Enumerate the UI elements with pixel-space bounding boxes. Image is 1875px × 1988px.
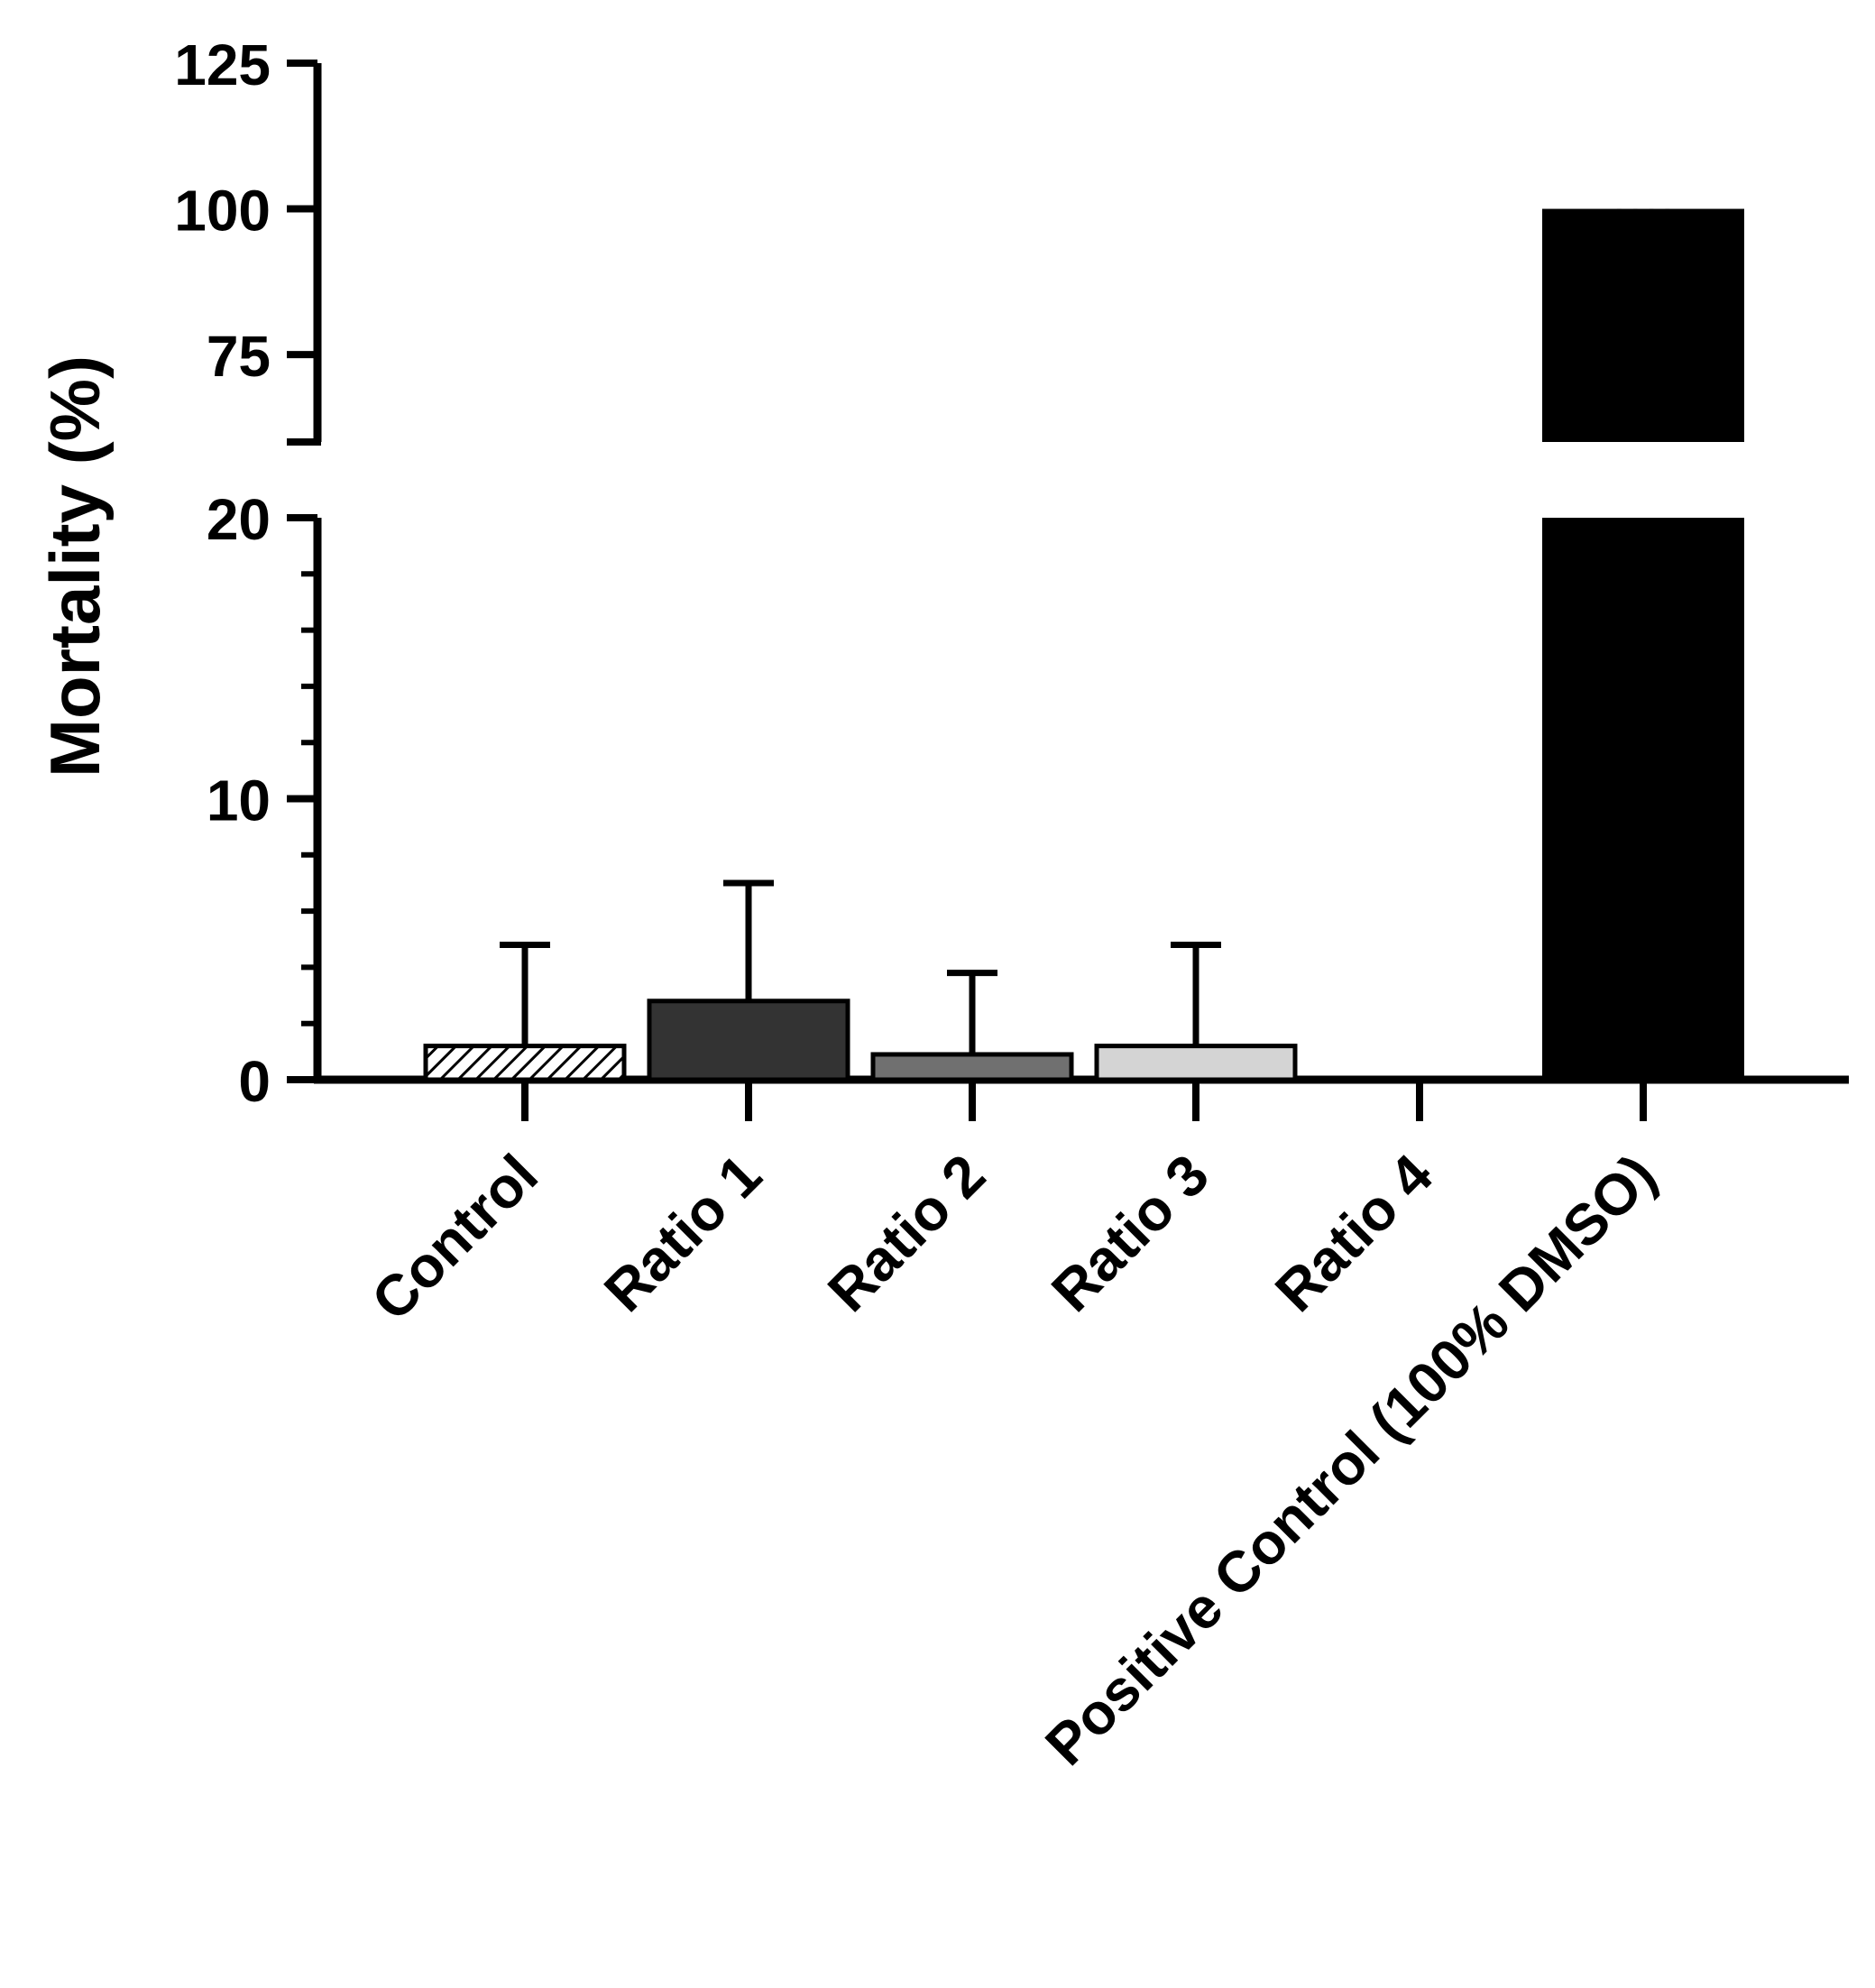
x-tick-label: Ratio 1 — [592, 1142, 774, 1324]
y-tick-label: 100 — [174, 179, 271, 244]
bar — [423, 1044, 627, 1082]
significance-annotation: **** — [1611, 200, 1676, 247]
y-tick-label: 0 — [238, 1049, 271, 1114]
y-tick-label: 10 — [207, 769, 271, 833]
bar — [647, 999, 850, 1082]
y-tick-label: 125 — [174, 32, 271, 97]
bar-lower-part — [1542, 518, 1744, 1080]
x-tick-label: Ratio 2 — [815, 1142, 997, 1324]
bars — [423, 208, 1744, 1082]
x-tick-label: Ratio 4 — [1263, 1142, 1445, 1324]
y-axis-label: Mortality (%) — [35, 355, 115, 778]
x-tick-label: Control — [359, 1142, 550, 1333]
bar-upper-part — [1542, 208, 1744, 443]
x-tick-label: Ratio 3 — [1039, 1142, 1221, 1324]
y-tick-label: 20 — [207, 487, 271, 552]
bar — [870, 1052, 1074, 1082]
bar — [1094, 1044, 1298, 1082]
labels: Control Ratio 1 Ratio 2 Ratio 3 Ratio 4Posit… — [359, 200, 1676, 1778]
y-tick-label: 75 — [207, 324, 271, 389]
